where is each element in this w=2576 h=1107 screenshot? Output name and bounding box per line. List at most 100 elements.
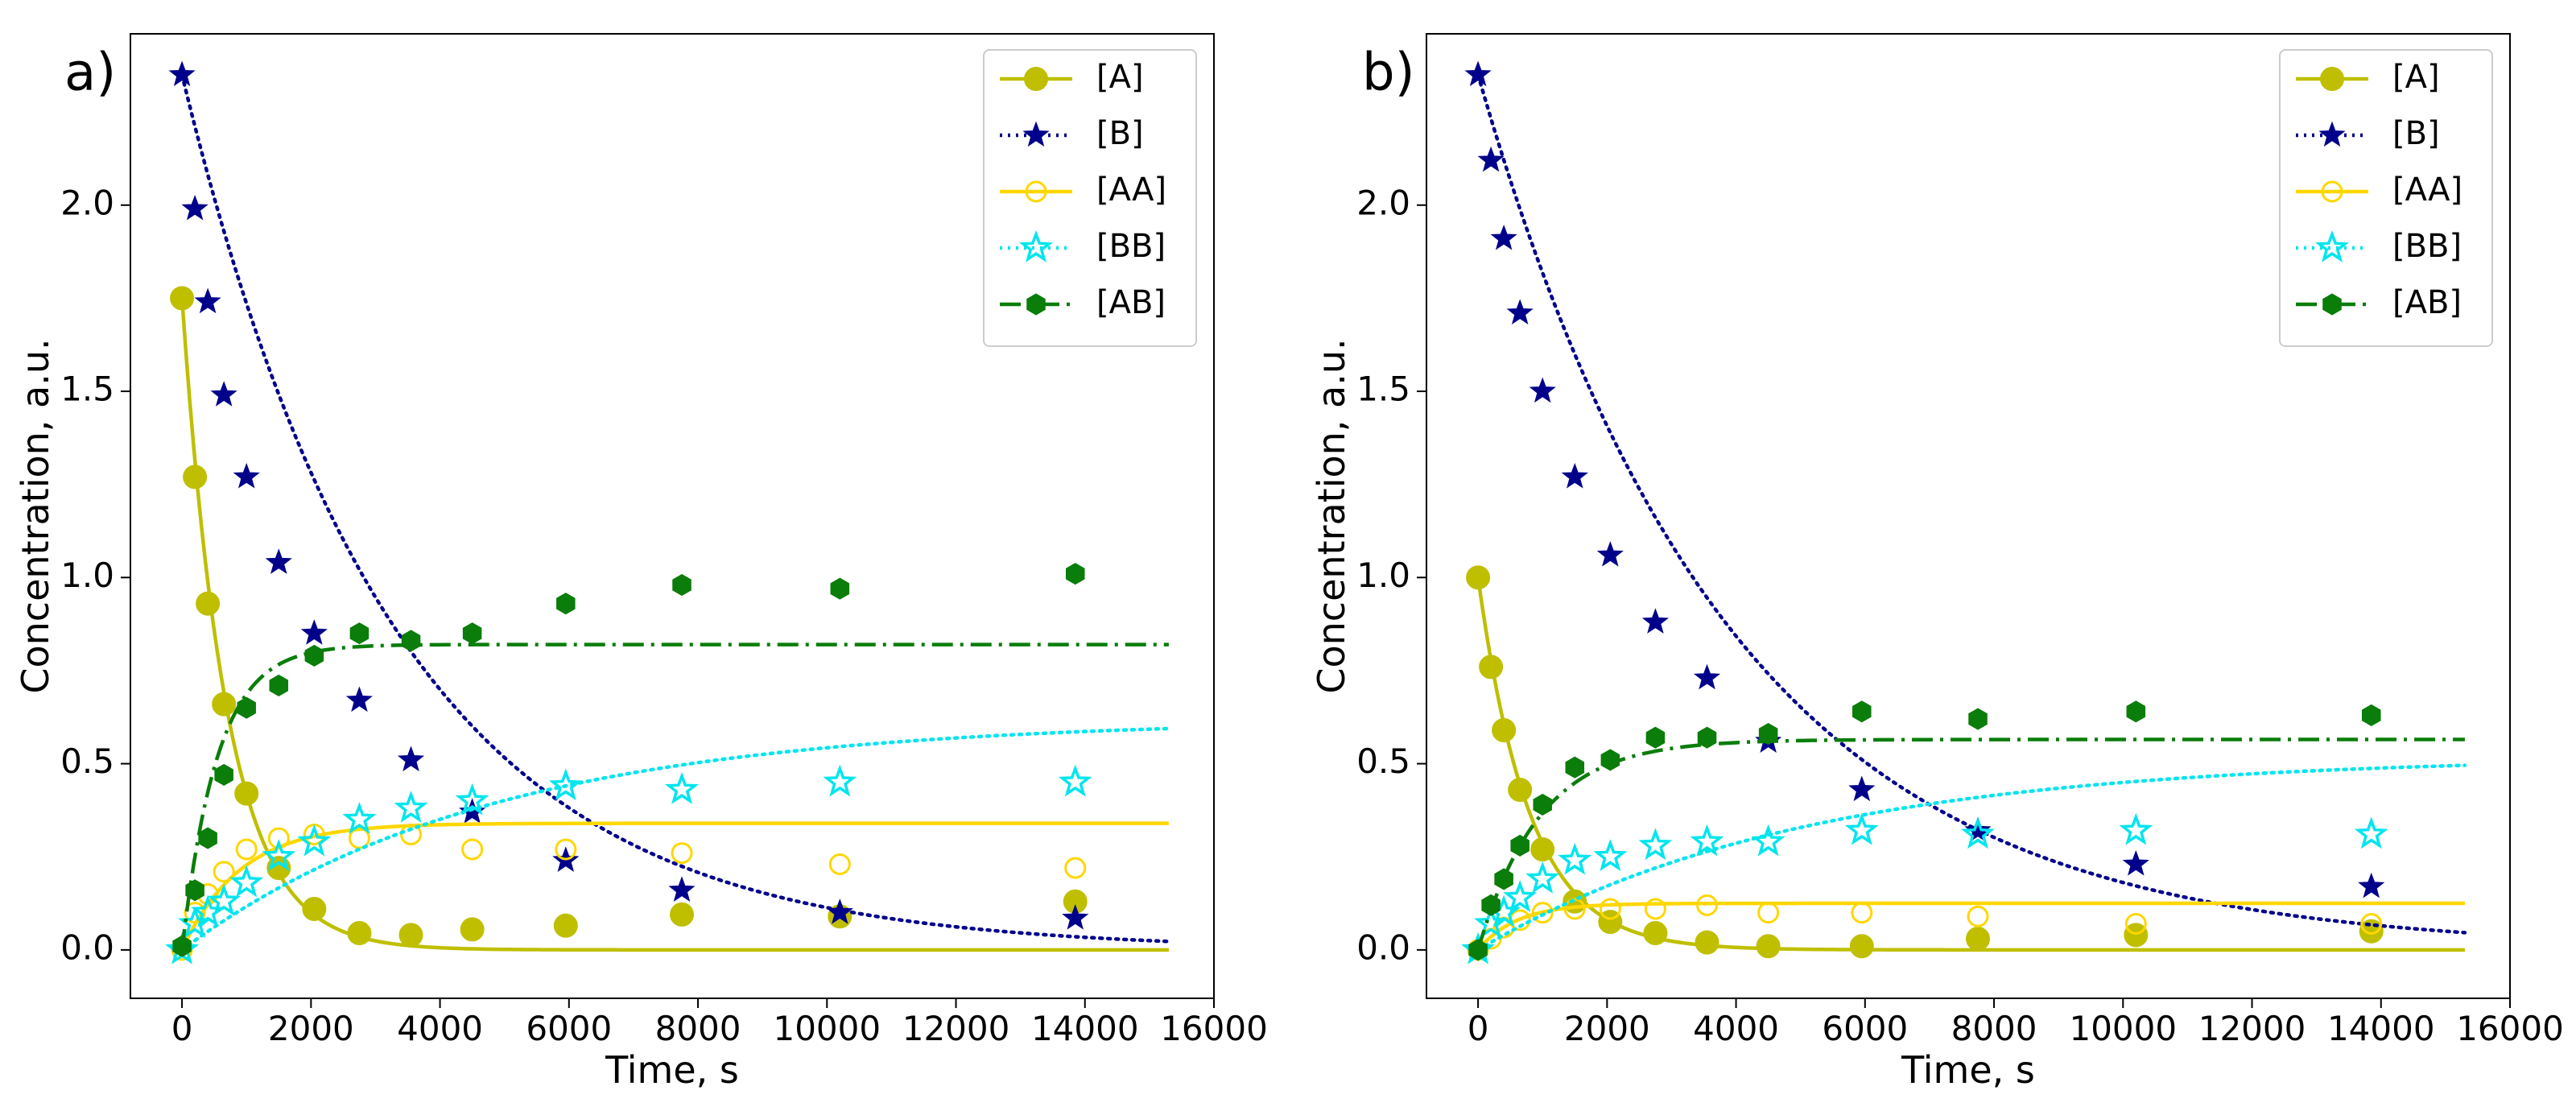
data-point [1697,726,1717,749]
data-point [214,763,233,787]
legend-marker [2321,180,2343,203]
x-tick-label: 12000 [902,1009,1010,1048]
data-point [1966,926,1991,951]
chart-panel-b: b)0 2000 4000 6000 8000 10000 12000 14000 160000… [1310,33,2564,1092]
x-tick-label: 4000 [397,1009,483,1048]
data-point [455,783,489,816]
data-point [556,593,576,615]
data-point [397,746,425,772]
axes-frame [130,33,1215,999]
legend-label: [AB] [2392,284,2462,321]
legend-item: [AB] [2296,284,2462,321]
legend-marker [2320,67,2344,91]
data-point [267,827,290,849]
data-point [1563,898,1586,920]
y-tick-label: 1.0 [60,556,114,595]
y-axis-title: Concentration, a.u. [14,338,57,693]
series-aa [1467,894,2465,961]
data-point [213,861,235,883]
fit-line [180,642,1169,951]
y-tick-label: 0.0 [60,927,114,967]
x-tick-label: 10000 [773,1009,881,1048]
data-point [1643,921,1668,946]
data-point [1058,764,1092,797]
data-point [1593,839,1628,872]
legend-item: [B] [2296,115,2440,152]
data-point [269,674,289,697]
data-point [1508,777,1533,802]
data-point [1064,857,1087,879]
data-point [1696,894,1719,916]
y-tick-label: 2.0 [1356,183,1410,222]
y-tick-label: 1.5 [60,370,114,409]
data-point [665,771,699,804]
fit-line [1476,901,2465,952]
plot-area [1461,60,2467,964]
legend: [A] [B] [AA] [BB] [AB] [2279,49,2493,347]
legend-label: [BB] [2392,228,2462,265]
data-point [1849,934,1874,959]
data-point [194,287,221,314]
legend-item: [AB] [1000,284,1166,321]
data-point [1757,902,1780,924]
data-point [1529,377,1556,403]
data-point [1961,816,1995,849]
data-point [830,577,850,600]
series-ab [172,563,1169,957]
data-point [1695,930,1719,955]
series-ab [1468,700,2465,961]
data-point [1565,756,1585,779]
x-tick-label: 12000 [2198,1009,2306,1048]
legend-label: [BB] [1096,228,1166,265]
data-point [1599,898,1621,920]
data-point [401,630,421,652]
data-point [1645,726,1666,749]
data-point [2354,816,2388,849]
data-point [555,838,577,861]
panel-label: b) [1362,43,1415,103]
data-point [184,902,206,924]
x-axis-title: Time, s [605,1048,739,1092]
data-point [2124,923,2149,948]
y-axis: 0.0 0.5 1.0 1.5 2.0 [60,183,130,967]
data-point [1644,898,1666,920]
data-point [2126,700,2146,723]
data-point [2119,812,2153,845]
data-point [2358,872,2385,898]
legend-label: [AB] [1096,284,1166,321]
data-point [345,686,373,713]
data-point [1751,824,1785,857]
x-tick-label: 4000 [1693,1009,1779,1048]
data-point [1693,663,1721,690]
legend-item: [BB] [2296,228,2462,265]
data-point [1848,775,1876,802]
data-point [826,898,853,924]
data-point [1531,902,1554,924]
y-axis-title: Concentration, a.u. [1310,338,1353,693]
legend-label: [A] [2392,59,2440,96]
data-point [1468,939,1488,961]
x-tick-label: 8000 [1951,1009,2037,1048]
data-point [1492,717,1517,742]
fit-line [1476,577,2465,952]
data-point [1506,299,1534,325]
x-tick-label: 6000 [526,1009,612,1048]
data-point [1494,868,1513,890]
x-tick-label: 8000 [655,1009,741,1048]
x-tick-label: 6000 [1822,1009,1908,1048]
data-point [2360,912,2383,935]
x-tick-label: 0 [1468,1009,1489,1048]
data-point [170,286,195,311]
data-point [1600,749,1620,771]
data-point [1967,905,1989,927]
y-tick-label: 0.0 [1356,927,1410,967]
data-point [234,781,259,806]
data-point [1062,904,1089,930]
legend-marker [2322,293,2342,316]
data-point [265,548,292,574]
legend-marker [1026,293,1046,316]
fit-line [180,72,1171,944]
legend-label: [B] [2392,115,2440,152]
data-point [229,865,264,898]
data-point [237,696,256,719]
